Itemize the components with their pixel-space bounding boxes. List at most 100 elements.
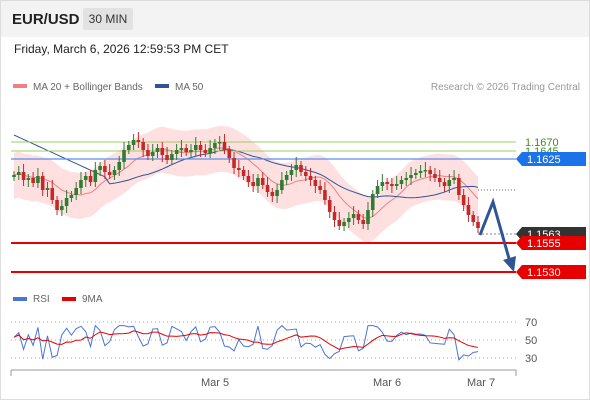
candle [50, 180, 55, 204]
candle [189, 144, 193, 157]
ma50-line [13, 134, 479, 199]
candle [337, 212, 342, 230]
target-label-5: 1.1530 [527, 267, 561, 279]
candle [260, 172, 265, 189]
candle [437, 170, 442, 187]
candle [270, 188, 275, 202]
candle [165, 147, 169, 164]
rsi-level-label-2: 30 [525, 353, 537, 365]
timeframe-button[interactable]: 30 MIN [83, 8, 133, 30]
rsi-9ma-line [13, 330, 479, 350]
candle [275, 184, 279, 203]
candle [313, 176, 318, 193]
ma20-legend-label: MA 20 + Bollinger Bands [33, 82, 143, 93]
bollinger-band [14, 125, 478, 243]
candle [141, 138, 145, 157]
candle [213, 139, 217, 154]
x-label-mar5: Mar 5 [201, 377, 229, 389]
forecast-arrow-path [478, 197, 512, 263]
candle [31, 172, 35, 187]
ma20-legend-swatch [13, 84, 27, 88]
candle [179, 140, 184, 157]
candle [318, 180, 322, 194]
candle [356, 210, 361, 224]
candle [131, 134, 136, 150]
bollinger-fill [14, 125, 478, 243]
candle [26, 174, 31, 187]
candle [21, 164, 26, 186]
candle [323, 182, 327, 205]
candle [299, 161, 303, 176]
pivot-tag [516, 152, 586, 166]
candle [107, 164, 112, 179]
candle [136, 132, 141, 148]
ma50-legend-label: MA 50 [175, 82, 204, 93]
forecast-arrow [478, 197, 516, 272]
candle [476, 216, 480, 233]
candle [303, 166, 308, 181]
candle [146, 144, 150, 160]
candle [237, 160, 241, 177]
candle [55, 196, 59, 215]
candle [452, 170, 456, 184]
candle [203, 144, 208, 157]
target-tag-4 [516, 236, 586, 250]
candle [241, 166, 246, 180]
candle [36, 168, 40, 188]
candle [361, 214, 365, 229]
candle [160, 142, 165, 162]
ma50-legend-swatch [155, 84, 169, 88]
candle [208, 140, 212, 158]
candle [447, 174, 452, 193]
moving-averages [13, 134, 479, 219]
candle [12, 171, 16, 181]
candle [60, 200, 64, 216]
candle [88, 170, 93, 186]
candle [222, 134, 227, 154]
candle [112, 166, 117, 180]
candle [184, 144, 189, 156]
target-label-4: 1.1555 [527, 238, 561, 250]
candle [45, 182, 50, 197]
candle [409, 167, 413, 185]
level-label-0: 1.1670 [525, 137, 559, 149]
candle [380, 174, 385, 191]
candle [155, 144, 160, 158]
candle [265, 177, 270, 197]
pivot-label: 1.1625 [527, 154, 561, 166]
candle [414, 169, 418, 179]
chart-header: EUR/USD 30 MIN [1, 1, 589, 37]
rsi-legend-label: RSI [33, 294, 50, 305]
candle [103, 160, 107, 179]
candle [217, 136, 222, 150]
candle [284, 171, 289, 185]
rsi-legend-swatch [13, 297, 27, 301]
candle [433, 168, 437, 182]
candle [308, 168, 313, 186]
candle [280, 172, 284, 194]
candle [471, 211, 476, 226]
target-tag-5 [516, 265, 586, 279]
rsi-panel: 70 50 30 [11, 317, 537, 365]
candle [342, 218, 346, 231]
copyright-text: Research © 2026 Trading Central [431, 82, 580, 93]
candle [385, 178, 389, 190]
candle [251, 174, 255, 192]
candle [256, 174, 260, 193]
candle [327, 196, 332, 218]
candle [399, 176, 404, 189]
candle [246, 170, 251, 187]
candle [366, 202, 370, 230]
candle [40, 172, 45, 196]
candle [418, 165, 423, 178]
candle [193, 137, 198, 156]
candle [117, 156, 122, 176]
rsi-level-label-1: 50 [525, 335, 537, 347]
candle [98, 162, 102, 176]
candle [16, 166, 21, 180]
timestamp: Friday, March 6, 2026 12:59:53 PM CET [14, 42, 229, 56]
candle [69, 191, 74, 202]
candle [198, 141, 203, 157]
rsi-9ma-legend-swatch [62, 297, 76, 301]
